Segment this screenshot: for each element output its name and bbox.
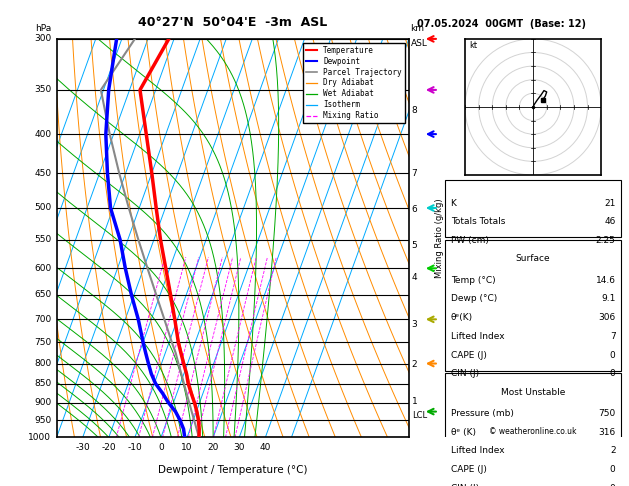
Text: Lifted Index: Lifted Index [450,446,504,455]
Text: 2: 2 [411,360,417,369]
Legend: Temperature, Dewpoint, Parcel Trajectory, Dry Adiabat, Wet Adiabat, Isotherm, Mi: Temperature, Dewpoint, Parcel Trajectory… [303,43,405,123]
Text: 30: 30 [233,443,245,452]
Text: LCL: LCL [411,411,427,419]
Text: Most Unstable: Most Unstable [501,387,565,397]
Text: θᵉ (K): θᵉ (K) [450,428,476,436]
Text: 500: 500 [34,204,52,212]
Text: 3: 3 [411,319,418,329]
Text: 6: 6 [411,206,418,214]
Text: 4: 4 [411,273,417,282]
Text: 0: 0 [158,443,164,452]
Text: © weatheronline.co.uk: © weatheronline.co.uk [489,427,577,436]
Text: 1: 1 [411,397,418,406]
Text: 0: 0 [610,465,616,474]
Text: 300: 300 [34,35,52,43]
Text: 40: 40 [260,443,271,452]
Text: 10: 10 [193,437,201,442]
Text: -30: -30 [75,443,90,452]
Text: 850: 850 [34,379,52,388]
Text: Mixing Ratio (g/kg): Mixing Ratio (g/kg) [435,198,444,278]
Text: 306: 306 [598,313,616,322]
Text: 7: 7 [610,332,616,341]
Text: Surface: Surface [516,254,550,263]
Text: 8: 8 [411,106,418,116]
Text: 25: 25 [231,437,239,442]
Text: Dewp (°C): Dewp (°C) [450,295,497,303]
Text: Lifted Index: Lifted Index [450,332,504,341]
Text: PW (cm): PW (cm) [450,236,489,245]
Text: 20: 20 [221,437,230,442]
Text: 20: 20 [208,443,219,452]
Text: CAPE (J): CAPE (J) [450,350,486,360]
Text: ASL: ASL [411,39,428,48]
Text: 316: 316 [598,428,616,436]
Text: 14.6: 14.6 [596,276,616,285]
Text: 0: 0 [610,369,616,378]
Text: 700: 700 [34,315,52,324]
Text: km: km [411,24,425,33]
Text: 40°27'N  50°04'E  -3m  ASL: 40°27'N 50°04'E -3m ASL [138,16,327,29]
Text: 9.1: 9.1 [601,295,616,303]
Text: Totals Totals: Totals Totals [450,217,505,226]
Text: 5: 5 [411,241,418,250]
Text: 21: 21 [604,199,616,208]
Text: 10: 10 [181,443,193,452]
Text: Dewpoint / Temperature (°C): Dewpoint / Temperature (°C) [158,465,308,475]
Text: 7: 7 [411,169,418,177]
Text: hPa: hPa [35,24,52,33]
Text: Pressure (mb): Pressure (mb) [450,409,513,418]
Text: 2: 2 [136,437,141,442]
Text: 450: 450 [34,169,52,177]
Text: 8: 8 [186,437,191,442]
Text: 400: 400 [34,130,52,139]
Text: 550: 550 [34,235,52,244]
Text: kt: kt [469,41,477,51]
Text: 0: 0 [610,350,616,360]
Text: 46: 46 [604,217,616,226]
Text: 07.05.2024  00GMT  (Base: 12): 07.05.2024 00GMT (Base: 12) [417,19,586,29]
Text: -10: -10 [128,443,142,452]
Text: 3: 3 [150,437,154,442]
Text: 6: 6 [175,437,179,442]
Text: K: K [450,199,457,208]
Text: CIN (J): CIN (J) [450,369,479,378]
Text: 650: 650 [34,290,52,299]
Text: -20: -20 [101,443,116,452]
Text: CAPE (J): CAPE (J) [450,465,486,474]
Text: 1: 1 [114,437,118,442]
Text: 750: 750 [598,409,616,418]
Text: θᵉ(K): θᵉ(K) [450,313,473,322]
Text: 950: 950 [34,416,52,425]
Text: 0: 0 [610,484,616,486]
Text: 15: 15 [209,437,218,442]
Text: 4: 4 [160,437,165,442]
Text: 750: 750 [34,338,52,347]
Text: 2: 2 [610,446,616,455]
Text: Temp (°C): Temp (°C) [450,276,495,285]
Text: 350: 350 [34,86,52,94]
Text: CIN (J): CIN (J) [450,484,479,486]
Text: 900: 900 [34,398,52,407]
Text: 600: 600 [34,264,52,273]
Text: 2.25: 2.25 [596,236,616,245]
Text: 1000: 1000 [28,433,52,442]
Text: 800: 800 [34,359,52,368]
